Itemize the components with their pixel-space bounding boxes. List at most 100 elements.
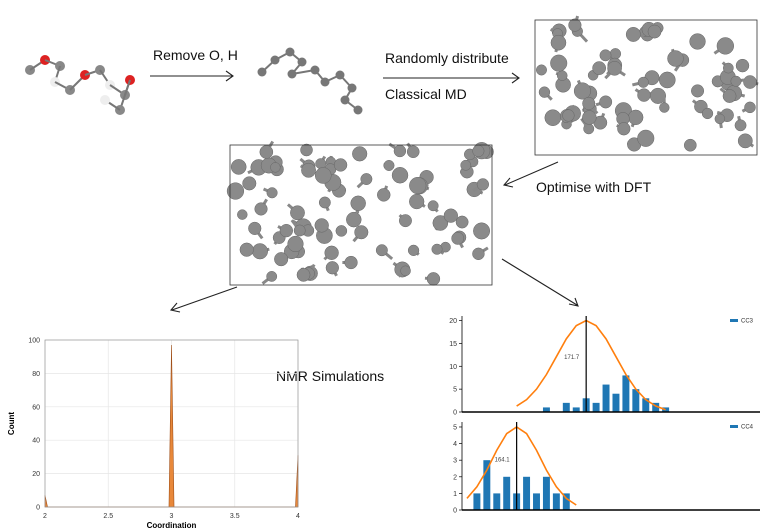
atom	[392, 167, 408, 183]
atom	[243, 177, 256, 190]
bar	[493, 493, 500, 510]
atom	[384, 160, 394, 170]
bar	[523, 477, 530, 510]
atom	[608, 61, 622, 75]
y-tick-label: 5	[453, 424, 457, 431]
atom	[240, 243, 254, 257]
atom	[684, 139, 696, 151]
atom	[743, 75, 756, 88]
atom	[336, 225, 347, 236]
bar	[503, 477, 510, 510]
bar	[593, 403, 600, 412]
atom	[473, 223, 489, 239]
y-axis-label: Count	[7, 412, 16, 435]
atom	[444, 209, 458, 223]
atom	[723, 89, 736, 102]
atom	[545, 110, 561, 126]
y-tick-label: 4	[453, 441, 457, 448]
atom	[690, 34, 706, 50]
atom	[600, 50, 611, 61]
arrows	[150, 71, 578, 312]
atom	[477, 179, 489, 191]
atom	[432, 244, 442, 254]
atom	[231, 159, 246, 174]
bar	[543, 477, 550, 510]
x-tick-label: 2	[43, 513, 47, 520]
atom	[274, 252, 288, 266]
atom	[267, 271, 277, 281]
atom	[461, 160, 471, 170]
bar	[533, 493, 540, 510]
atom	[376, 245, 387, 256]
atom	[100, 95, 110, 105]
atom	[377, 188, 390, 201]
step-label: NMR Simulations	[276, 368, 384, 384]
bar	[483, 460, 490, 510]
atom	[472, 248, 484, 260]
y-tick-label: 0	[453, 410, 457, 417]
atom	[628, 110, 643, 125]
x-tick-label: 3	[170, 513, 174, 520]
atom	[637, 130, 654, 147]
atom	[731, 76, 741, 86]
atom	[316, 158, 326, 168]
atom	[255, 203, 268, 216]
legend-swatch	[730, 425, 738, 428]
atom	[294, 225, 305, 236]
y-tick-label: 40	[32, 438, 40, 445]
y-tick-label: 0	[453, 508, 457, 515]
area	[45, 345, 298, 507]
step-label: Optimise with DFT	[536, 179, 652, 195]
atom	[408, 245, 419, 256]
atom	[354, 106, 363, 115]
atom	[717, 38, 734, 55]
y-tick-label: 1	[453, 491, 457, 498]
atom	[319, 197, 330, 208]
y-tick-label: 2	[453, 474, 457, 481]
atom	[744, 102, 755, 113]
atom	[401, 266, 411, 276]
atom	[617, 122, 630, 135]
y-tick-label: 5	[453, 387, 457, 394]
atom	[248, 222, 261, 235]
atom	[723, 63, 733, 73]
atom	[638, 77, 648, 87]
atom	[290, 206, 304, 220]
atom	[715, 114, 725, 124]
atom	[536, 65, 546, 75]
atom	[334, 159, 347, 172]
atom	[355, 225, 369, 239]
atom	[252, 243, 268, 259]
atom	[315, 218, 329, 232]
fit-curve	[517, 321, 666, 410]
atom	[260, 145, 273, 158]
atom	[473, 145, 485, 157]
y-tick-label: 3	[453, 458, 457, 465]
atom	[345, 256, 358, 269]
atom	[409, 194, 424, 209]
atom	[736, 59, 749, 72]
y-tick-label: 60	[32, 404, 40, 411]
y-tick-label: 10	[449, 364, 457, 371]
atom	[648, 25, 661, 38]
atom	[326, 261, 339, 274]
atom	[325, 246, 339, 260]
y-tick-label: 20	[449, 318, 457, 325]
atom	[315, 167, 331, 183]
atom	[569, 19, 582, 32]
atom	[361, 173, 372, 184]
step-label: Randomly distribute	[385, 50, 509, 66]
atom	[394, 145, 406, 157]
atom	[563, 110, 575, 122]
x-axis-label: Coordination	[147, 521, 197, 530]
bar	[473, 493, 480, 510]
annotation: 164.1	[495, 458, 511, 464]
atom	[452, 232, 464, 244]
atom	[691, 85, 703, 97]
atom	[557, 71, 567, 81]
atom	[427, 272, 440, 285]
step-label: Classical MD	[385, 86, 467, 102]
x-tick-label: 3.5	[230, 513, 240, 520]
bar	[622, 375, 629, 412]
atom	[351, 196, 366, 211]
